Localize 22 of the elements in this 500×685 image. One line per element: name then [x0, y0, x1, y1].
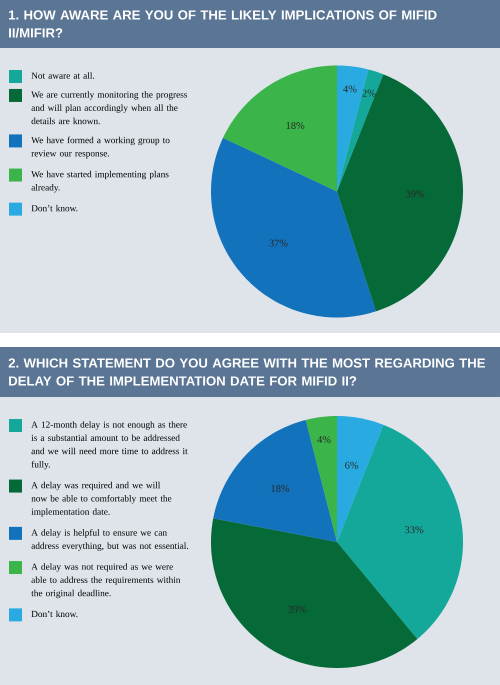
chart-title: 2. WHICH STATEMENT DO YOU AGREE WITH THE MOST REGARDING THE DELAY OF THE IMPLEMENTATION DATE FOR MIFID II?	[8, 358, 485, 386]
data-label: 4%	[343, 85, 357, 93]
legend-label: We have formed a working group to review our response.	[31, 136, 170, 158]
legend-label: A delay was required and we will now be able to comfortably meet the implementation date.	[31, 482, 172, 517]
legend-label: We are currently monitoring the progress and will plan accordingly when all the details are known.	[31, 91, 188, 124]
data-label: 4%	[317, 436, 331, 444]
legend-label: Not aware at all.	[31, 72, 94, 79]
legend-label: A delay is helpful to ensure we can address everything, but was not essential.	[31, 529, 188, 551]
data-label: 39%	[406, 190, 424, 198]
data-label: 18%	[271, 484, 290, 492]
data-label: 18%	[286, 122, 304, 130]
legend-label: Don’t know.	[31, 204, 78, 212]
data-label: 6%	[345, 462, 358, 469]
data-label: 33%	[405, 526, 424, 534]
chart-title: 1. HOW AWARE ARE YOU OF THE LIKELY IMPLICATIONS OF MIFID II/MIFIR?	[9, 10, 437, 38]
data-label: 37%	[269, 240, 288, 247]
legend-label: We have started implementing plans already.	[31, 170, 169, 192]
legend-label: A delay was not required as we were able to address the requirements within the original deadline.	[31, 563, 180, 598]
legend-label: A 12-month delay is not enough as there is a substantial amount to be addressed and we will need more time to address it fully.	[31, 421, 188, 470]
data-label: 2%	[362, 90, 376, 97]
legend-label: Don’t know.	[31, 610, 78, 618]
data-label: 39%	[288, 606, 306, 613]
